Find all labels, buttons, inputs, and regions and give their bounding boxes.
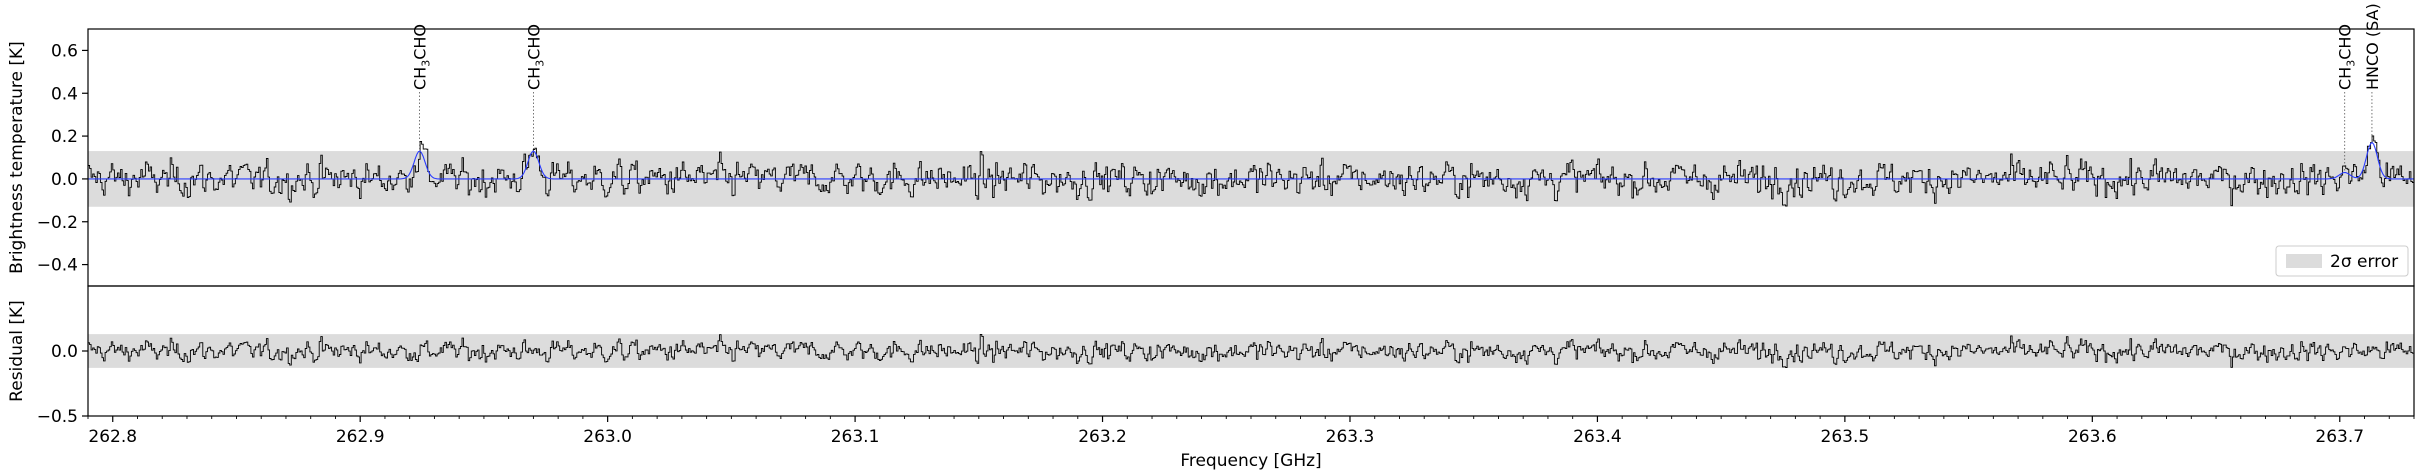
x-tick-label: 263.1	[831, 427, 880, 447]
bottom-y-tick-label: −0.5	[37, 407, 78, 427]
top-observed-spectrum	[88, 135, 2415, 207]
legend-label: 2σ error	[2330, 252, 2398, 272]
annotation-label: CH3CHO	[2336, 24, 2358, 90]
annotation-label: HNCO (SA)	[2363, 3, 2382, 90]
top-y-tick-label: 0.6	[51, 41, 78, 61]
annotation-label: CH3CHO	[411, 24, 433, 90]
bottom-y-ticks: −0.5 0.0	[37, 342, 88, 427]
top-panel: CH3CHO CH3CHO CH3CHO HNCO (SA) −0.4 −0.2 0.0 0…	[7, 3, 2415, 287]
legend: 2σ error	[2275, 245, 2409, 277]
bottom-noise-band	[88, 334, 2414, 368]
x-tick-label: 263.2	[1078, 427, 1127, 447]
annotation-label: CH3CHO	[524, 24, 546, 90]
top-y-tick-label: 0.2	[51, 127, 78, 147]
top-model-fit	[88, 141, 2414, 180]
bottom-panel: −0.50.0 262.8 262.9 263.0 263.1 263.2 263.3 26…	[7, 285, 2415, 471]
x-tick-label: 263.5	[1821, 427, 1870, 447]
top-y-axis-label: Brightness temperature [K]	[7, 41, 27, 274]
residual-spectrum	[88, 333, 2415, 368]
top-y-tick-label: 0.0	[51, 170, 78, 190]
x-tick-label: 262.8	[88, 427, 137, 447]
legend-swatch	[2286, 254, 2322, 268]
top-y-ticks: −0.4 −0.2 0.0 0.2 0.4 0.6	[37, 41, 88, 276]
top-y-tick-label: −0.2	[37, 213, 78, 233]
x-tick-label: 263.6	[2068, 427, 2117, 447]
x-tick-label: 263.3	[1326, 427, 1375, 447]
line-annotations: CH3CHO CH3CHO CH3CHO HNCO (SA)	[411, 3, 2382, 171]
x-tick-label: 263.0	[583, 427, 632, 447]
top-y-tick-label: −0.4	[37, 256, 78, 276]
x-tick-label: 263.4	[1573, 427, 1622, 447]
x-tick-label: 263.7	[2315, 427, 2364, 447]
x-axis-label: Frequency [GHz]	[1180, 451, 1321, 471]
bottom-y-axis-label: Residual [K]	[7, 300, 27, 402]
bottom-y-tick-label: 0.0	[51, 342, 78, 362]
top-y-tick-label: 0.4	[51, 84, 78, 104]
x-tick-label: 262.9	[336, 427, 385, 447]
x-ticks: 262.8 262.9 263.0 263.1 263.2 263.3 263.4 263.5…	[87, 416, 2415, 447]
legend-box	[2275, 245, 2409, 277]
